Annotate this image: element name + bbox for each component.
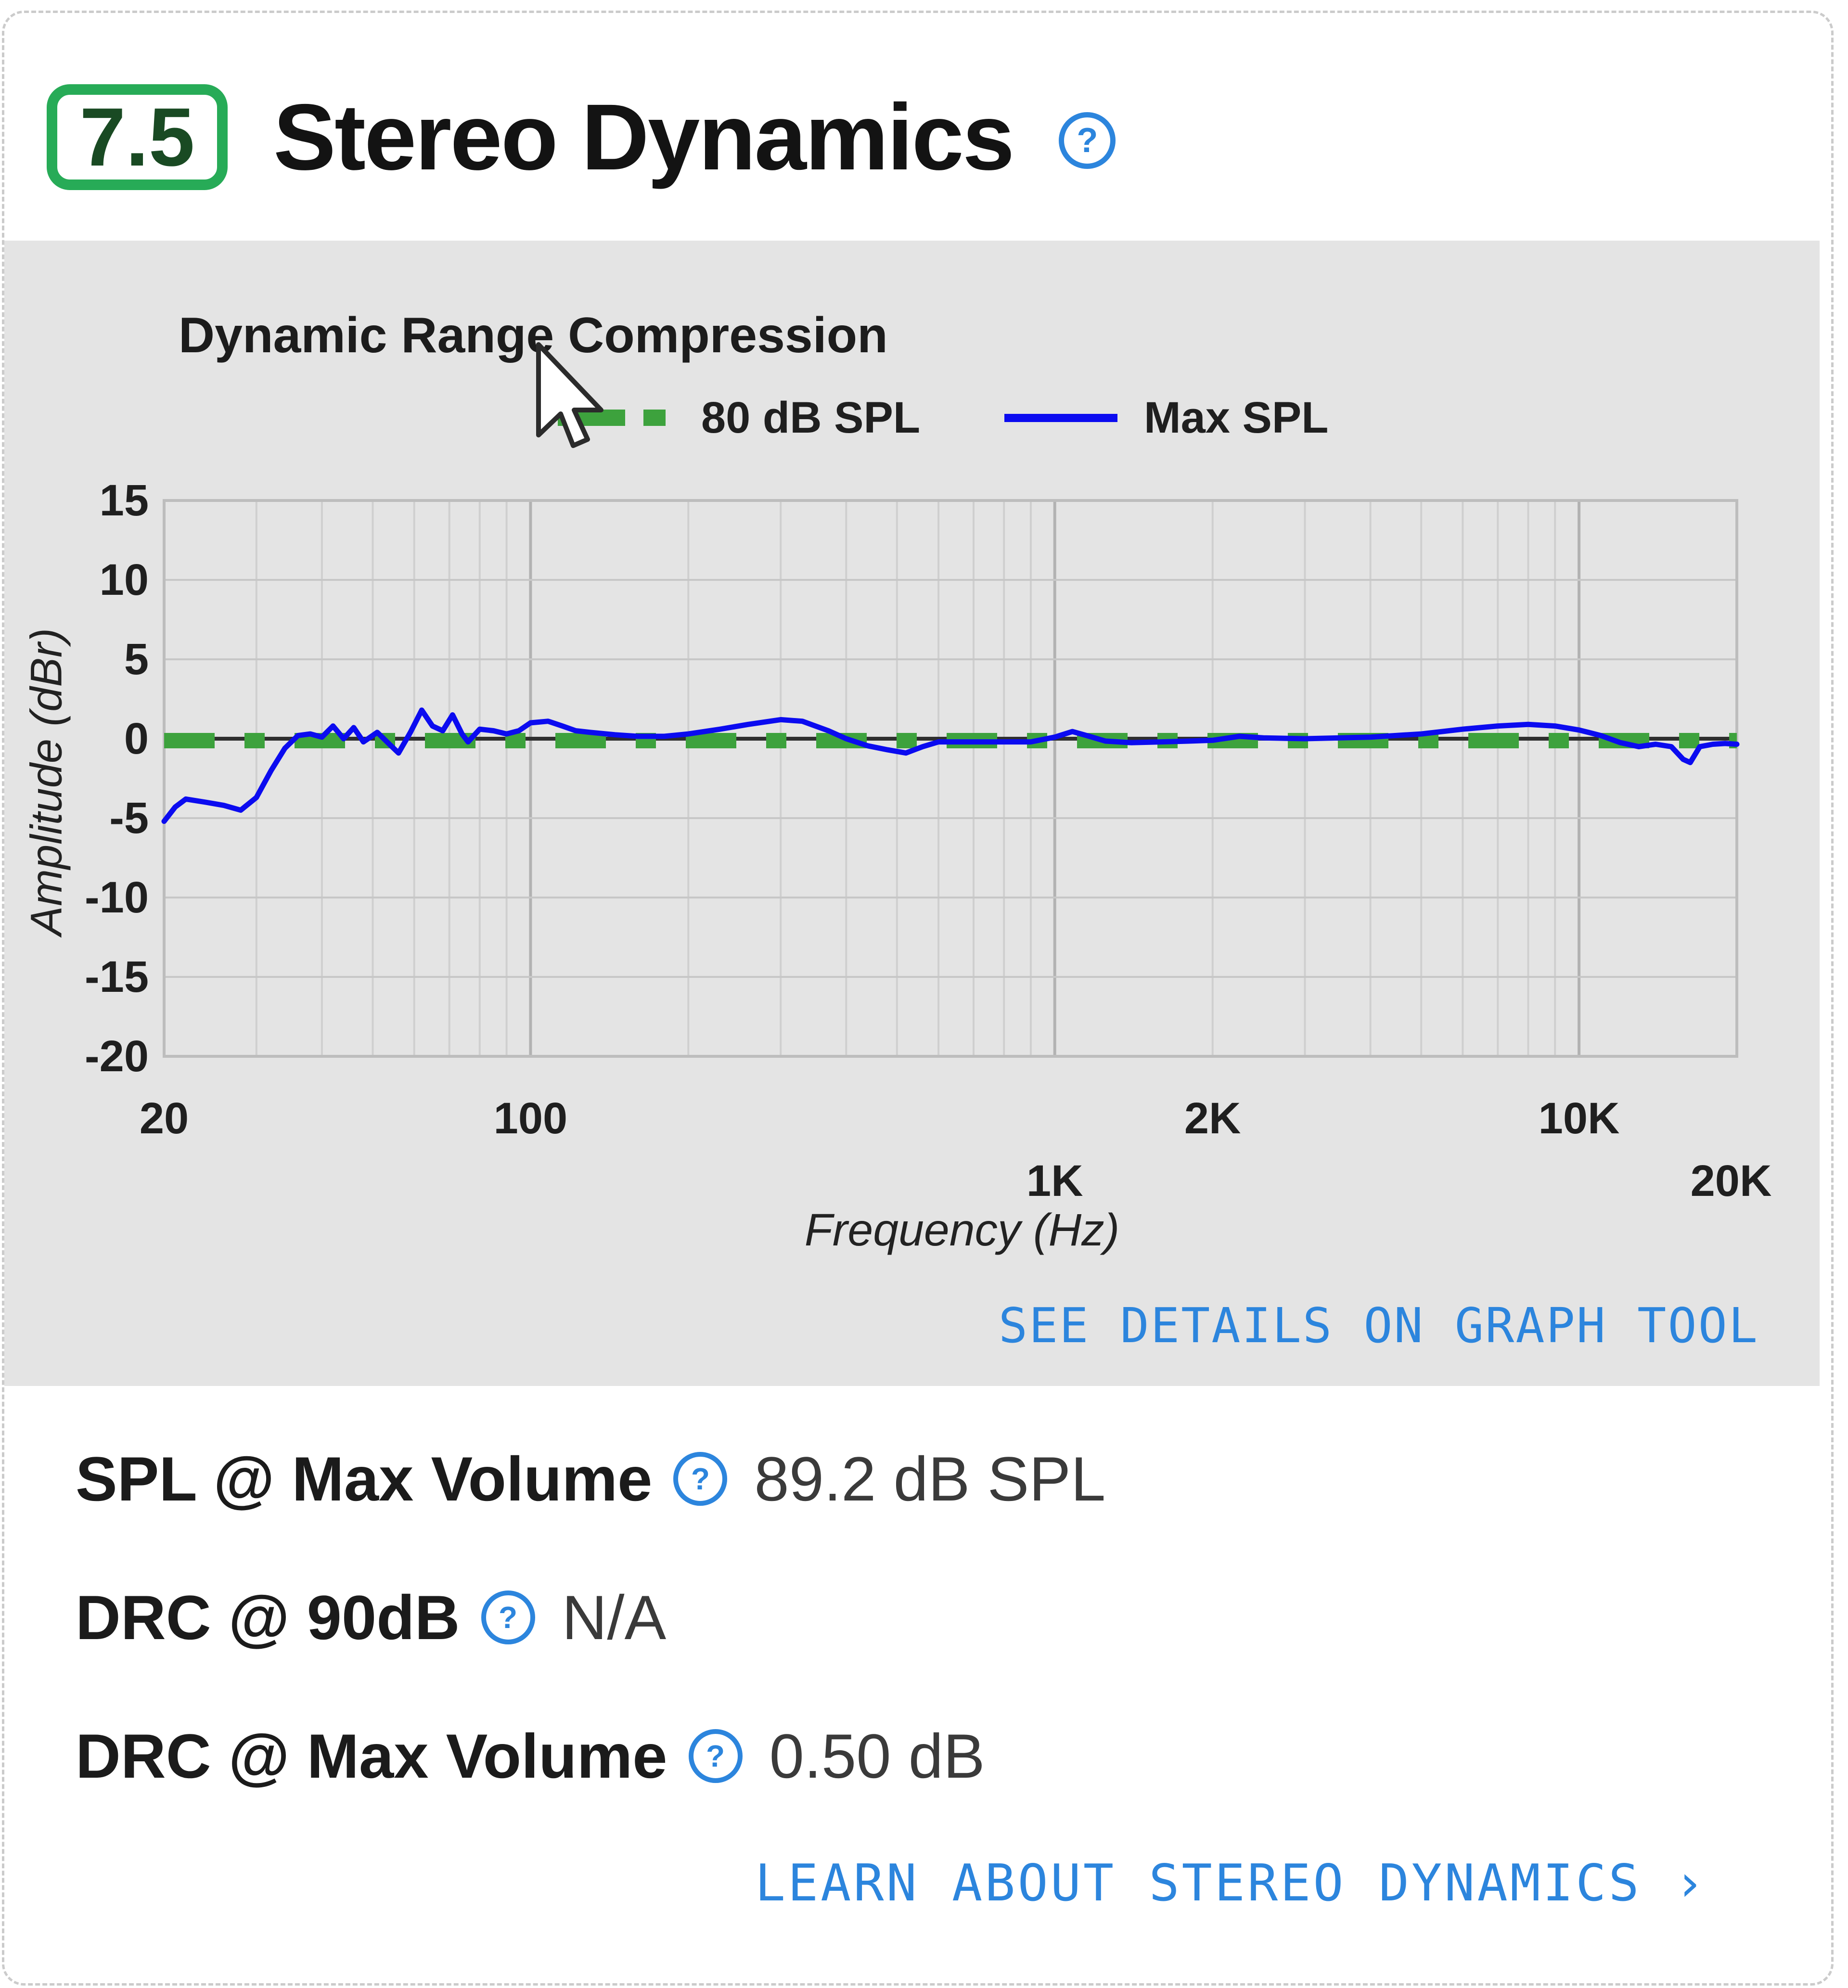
- score-value: 7.5: [79, 91, 195, 183]
- y-tick-label: -15: [85, 952, 149, 1001]
- page-title: Stereo Dynamics: [273, 85, 1014, 190]
- stat-value: N/A: [562, 1582, 667, 1653]
- x-tick-label: 10K: [1538, 1094, 1620, 1143]
- stats-section: SPL @ Max Volume ? 89.2 dB SPL DRC @ 90d…: [4, 1443, 1831, 1912]
- x-tick-label: 100: [493, 1094, 568, 1143]
- mouse-cursor-icon: [536, 342, 603, 448]
- section-header: 7.5 Stereo Dynamics ?: [4, 13, 1831, 190]
- chart-title: Dynamic Range Compression: [179, 308, 888, 363]
- legend-label-max-spl: Max SPL: [1144, 393, 1329, 442]
- stat-value: 89.2 dB SPL: [754, 1444, 1106, 1514]
- legend-solid-blue-icon: [1004, 414, 1118, 422]
- help-icon[interactable]: ?: [688, 1729, 743, 1783]
- chart-legend: 80 dB SPL Max SPL: [558, 393, 1329, 442]
- help-icon[interactable]: ?: [1059, 112, 1116, 169]
- stat-row-drc-max-volume: DRC @ Max Volume ? 0.50 dB: [76, 1720, 1831, 1792]
- y-tick-label: 0: [124, 714, 149, 763]
- x-tick-label: 20K: [1690, 1156, 1772, 1206]
- y-tick-label: 5: [124, 635, 149, 684]
- help-icon[interactable]: ?: [481, 1590, 535, 1644]
- stat-row-spl-max-volume: SPL @ Max Volume ? 89.2 dB SPL: [76, 1443, 1831, 1515]
- y-tick-label: -20: [85, 1032, 149, 1081]
- x-tick-label: 2K: [1184, 1094, 1241, 1143]
- x-tick-label: 1K: [1026, 1156, 1083, 1206]
- chart-panel: Dynamic Range Compression 80 dB SPL Max …: [4, 241, 1820, 1386]
- see-details-link[interactable]: SEE DETAILS ON GRAPH TOOL: [998, 1297, 1759, 1354]
- y-tick-label: -5: [109, 794, 149, 843]
- x-tick-label: 20: [139, 1094, 189, 1143]
- learn-about-link[interactable]: LEARN ABOUT STEREO DYNAMICS ›: [755, 1854, 1707, 1912]
- y-tick-label: -10: [85, 873, 149, 922]
- stereo-dynamics-card: 7.5 Stereo Dynamics ? Dynamic Range Comp…: [2, 11, 1834, 1986]
- score-badge: 7.5: [47, 84, 228, 190]
- drc-chart: [161, 499, 1740, 1058]
- y-tick-label: 10: [99, 555, 149, 604]
- stat-row-drc-90db: DRC @ 90dB ? N/A: [76, 1581, 1831, 1654]
- stat-label: DRC @ Max Volume: [76, 1721, 667, 1791]
- x-axis-title: Frequency (Hz): [804, 1205, 1120, 1256]
- max-spl-curve: [161, 707, 1740, 824]
- legend-label-80db: 80 dB SPL: [701, 393, 921, 442]
- help-icon[interactable]: ?: [673, 1452, 728, 1506]
- stat-label: SPL @ Max Volume: [76, 1444, 653, 1514]
- stat-value: 0.50 dB: [769, 1721, 985, 1791]
- stat-label: DRC @ 90dB: [76, 1582, 460, 1653]
- y-tick-label: 15: [99, 476, 149, 525]
